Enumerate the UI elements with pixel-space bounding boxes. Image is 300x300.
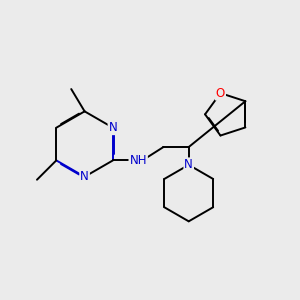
Text: N: N bbox=[80, 170, 89, 183]
Text: N: N bbox=[184, 158, 193, 171]
Text: O: O bbox=[216, 87, 225, 100]
Text: NH: NH bbox=[129, 154, 147, 167]
Text: N: N bbox=[109, 121, 117, 134]
